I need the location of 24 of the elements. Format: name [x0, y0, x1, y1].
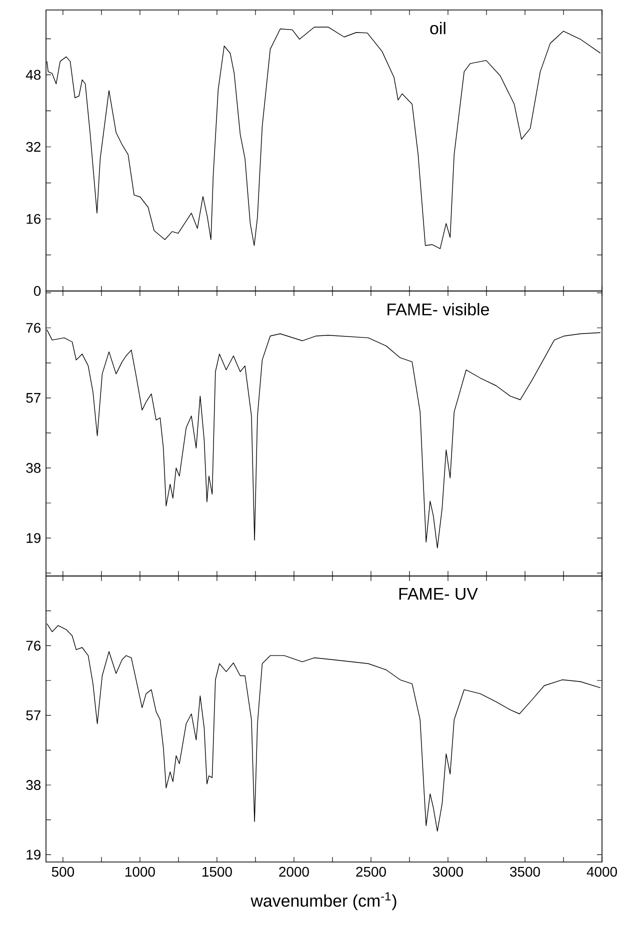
annotation: FAME- UV — [399, 588, 478, 600]
y-tick-label: 57 — [26, 710, 40, 720]
y-tick-label: 38 — [26, 780, 41, 790]
x-tick-label: 1000 — [126, 866, 155, 877]
y-tick-label: 57 — [26, 393, 40, 403]
annotation: oil — [430, 22, 446, 34]
x-tick-label: 500 — [52, 866, 74, 877]
y-tick-label: 76 — [26, 640, 41, 651]
x-tick-label: 2500 — [356, 866, 386, 877]
annotation: FAME- visible — [388, 302, 489, 316]
x-axis-title: wavenumber (cm$^{-1}$) — [250, 892, 396, 910]
y-tick-label: 19 — [26, 533, 40, 543]
y-tick-label: 48 — [26, 70, 41, 80]
x-tick-label: 4000 — [586, 866, 617, 877]
y-tick-label: 16 — [26, 214, 41, 224]
y-tick-label: 32 — [26, 142, 40, 152]
x-tick-label: 1500 — [202, 866, 232, 877]
x-tick-label: 3000 — [433, 866, 463, 877]
x-tick-label: 2000 — [279, 866, 309, 877]
y-tick-label: 38 — [26, 463, 41, 473]
y-tick-label: 19 — [26, 850, 40, 860]
x-tick-label: 3500 — [510, 866, 540, 877]
y-tick-label: 76 — [26, 322, 41, 333]
y-tick-label: 0 — [34, 286, 41, 296]
